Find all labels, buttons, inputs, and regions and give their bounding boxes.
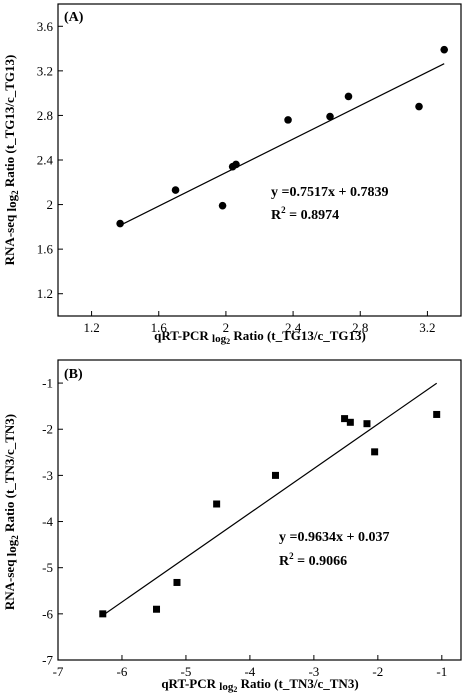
chart-a-y-tick-label-1: 1.6 [37, 242, 54, 257]
chart-a-x-tick-label-3: 2.4 [285, 320, 302, 335]
chart-b-plot-frame [57, 359, 462, 661]
chart-b-y-tick-label-1: -6 [42, 606, 53, 621]
chart-a-panel-label: (A) [64, 10, 84, 25]
chart-a-y-tick-label-0: 1.2 [37, 286, 53, 301]
chart-b-regression-line [102, 382, 438, 616]
chart-a-x-ticks: 1.2 1.6 2 2.4 2.8 3.2 [83, 311, 436, 335]
chart-a-x-tick-label-1: 1.6 [151, 320, 168, 335]
chart-b-x-ticks: -7 -6 -5 -4 -3 -2 -1 [53, 655, 447, 679]
chart-b-y-tick-label-6: -1 [42, 376, 53, 391]
chart-a-point-2 [218, 201, 227, 210]
chart-b-x-tick-label-4: -3 [308, 664, 319, 679]
chart-b-point-0 [99, 610, 107, 618]
chart-b-y-tick-label-5: -2 [42, 422, 53, 437]
chart-a-plot-frame [57, 3, 462, 317]
chart-b-x-tick-label-2: -5 [181, 664, 192, 679]
chart-a-point-0 [116, 219, 124, 228]
chart-a-points [116, 45, 449, 228]
chart-b-x-tick-label-5: -2 [372, 664, 383, 679]
chart-b-x-tick-label-1: -6 [117, 664, 128, 679]
chart-b-point-6 [346, 418, 354, 426]
chart-b-point-1 [153, 605, 161, 613]
chart-a-point-4 [232, 160, 240, 169]
chart-b-point-8 [371, 448, 379, 456]
chart-b-y-tick-label-0: -7 [42, 653, 53, 668]
chart-b-fit-line [102, 382, 438, 616]
chart-a-point-8 [415, 102, 423, 111]
chart-b-point-9 [433, 410, 441, 418]
chart-b-equation: y =0.9634x + 0.037 [279, 530, 389, 545]
chart-a-equation: y =0.7517x + 0.7839 [271, 185, 388, 200]
chart-b-point-5 [341, 415, 349, 423]
chart-b-y-tick-label-3: -4 [42, 514, 53, 529]
chart-a-point-5 [284, 116, 292, 124]
chart-b-y-tick-label-4: -3 [42, 468, 53, 483]
chart-a-y-ticks: 1.2 1.6 2 2.4 2.8 3.2 3.6 [37, 19, 63, 301]
chart-b: (B) -7 -6 -5 -4 -3 -2 -1 -7 -6 -5 -4 -3 -2 -1 y =0.9… [2, 359, 462, 694]
chart-b-panel-label: (B) [64, 367, 83, 382]
chart-a-y-tick-label-5: 3.2 [37, 63, 53, 78]
chart-b-x-axis-label: qRT-PCR log2 Ratio (t_TN3/c_TN3) [161, 676, 358, 694]
chart-a-x-tick-label-5: 3.2 [419, 320, 435, 335]
chart-a-fit-line [119, 63, 445, 226]
chart-a-x-axis-label: qRT-PCR log2 Ratio (t_TG13/c_TG13) [154, 328, 366, 346]
chart-b-points [99, 410, 441, 618]
chart-a-point-9 [440, 45, 449, 54]
chart-a-x-tick-label-4: 2.8 [352, 320, 368, 335]
chart-b-point-7 [363, 420, 371, 428]
chart-a: (A) 1.2 1.6 2 2.4 2.8 3.2 1.2 1.6 2 2.4 2.8 3.2 3.6… [2, 3, 462, 346]
chart-a-y-axis-label: RNA-seq log2 Ratio (t_TG13/c_TG13) [2, 55, 20, 266]
chart-a-regression-line [119, 63, 445, 226]
chart-b-x-tick-label-0: -7 [53, 664, 64, 679]
chart-a-y-tick-label-6: 3.6 [37, 19, 54, 34]
chart-b-point-2 [173, 578, 181, 586]
chart-a-r-squared: R2 = 0.8974 [271, 205, 339, 223]
chart-b-x-tick-label-6: -1 [436, 664, 447, 679]
chart-a-y-tick-label-4: 2.8 [37, 108, 53, 123]
chart-b-x-tick-label-3: -4 [244, 664, 255, 679]
chart-b-y-ticks: -7 -6 -5 -4 -3 -2 -1 [42, 376, 63, 668]
chart-a-point-1 [171, 186, 180, 194]
chart-b-point-4 [271, 471, 279, 479]
chart-a-point-6 [326, 112, 334, 121]
chart-b-y-axis-label: RNA-seq log2 Ratio (t_TN3/c_TN3) [2, 414, 20, 610]
chart-b-r-squared: R2 = 0.9066 [279, 551, 347, 569]
chart-b-y-tick-label-2: -5 [42, 560, 53, 575]
chart-a-y-tick-label-2: 2 [47, 197, 54, 212]
chart-b-point-3 [213, 500, 221, 508]
chart-a-x-tick-label-2: 2 [223, 320, 230, 335]
chart-a-point-7 [344, 92, 353, 101]
chart-a-x-tick-label-0: 1.2 [83, 320, 99, 335]
chart-a-y-tick-label-3: 2.4 [37, 153, 54, 168]
